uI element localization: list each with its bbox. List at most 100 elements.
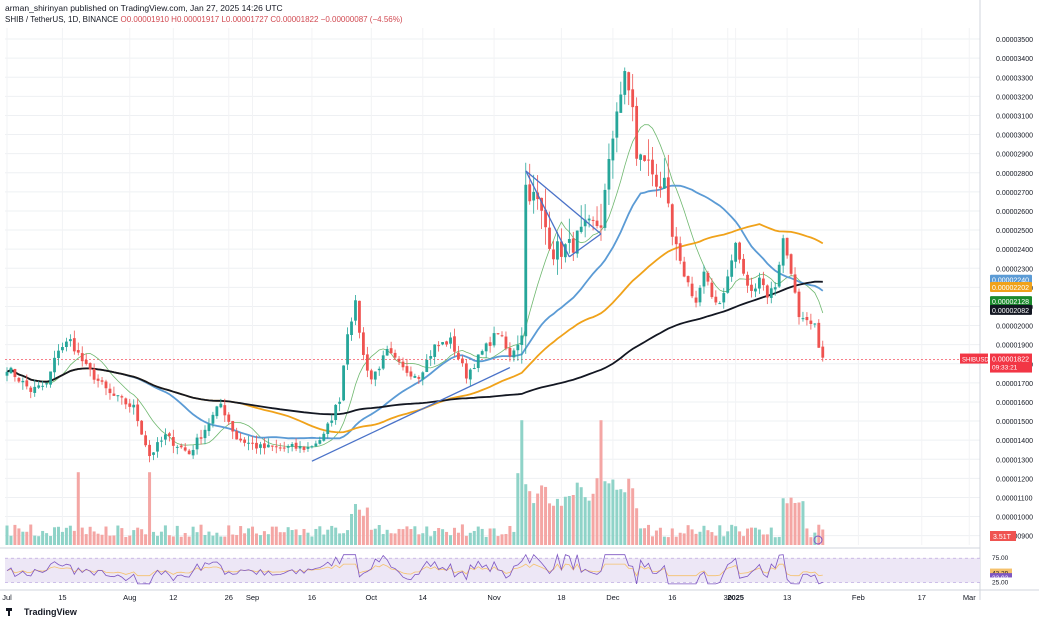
candle-body [571, 238, 575, 253]
rsi-panel: 75.0043.2933.9325.00 [5, 553, 1012, 587]
ohlc-values: O0.00001910 H0.00001917 L0.00001727 C0.0… [120, 15, 403, 24]
price-tick-label: 0.00002500 [996, 228, 1033, 235]
volume-bar [266, 534, 270, 545]
candle-body [698, 287, 702, 303]
candle-body [310, 446, 314, 448]
volume-bar [425, 526, 429, 545]
volume-bar [53, 527, 57, 545]
candle-body [480, 351, 484, 355]
volume-bar [710, 532, 714, 545]
volume-bar [342, 533, 346, 545]
volume-bar [813, 532, 817, 545]
candle-body [338, 401, 342, 404]
time-tick-label: 12 [169, 593, 177, 602]
candle-body [211, 414, 215, 424]
candle-body [690, 283, 694, 297]
volume-bar [155, 535, 159, 545]
candle-body [346, 334, 349, 365]
volume-bar [496, 536, 500, 545]
candle-body [203, 429, 207, 439]
candle-body [72, 338, 76, 352]
volume-bar [429, 536, 433, 545]
candle-body [76, 350, 80, 353]
volume-bar [631, 488, 635, 545]
volume-bar [334, 527, 338, 545]
countdown-label: 09:33:21 [992, 365, 1018, 372]
candle-body [769, 288, 773, 298]
symbol-badge [960, 353, 988, 364]
volume-bar [243, 533, 247, 545]
volume-bar [809, 537, 813, 545]
candle-body [742, 258, 745, 274]
rsi-badge-label: 75.00 [992, 555, 1009, 562]
volume-bar [417, 534, 421, 545]
candle-body [183, 447, 187, 451]
candle-body [674, 236, 678, 245]
candle-body [389, 348, 393, 354]
volume-bar [789, 497, 793, 545]
candle-body [108, 388, 112, 394]
volume-bar [365, 507, 369, 545]
candle-body [789, 254, 793, 274]
volume-bar [56, 526, 60, 545]
candle-body [785, 237, 789, 256]
candle-body [322, 433, 326, 441]
volume-bar [152, 531, 156, 545]
symbol-title: SHIB / TetherUS, 1D, BINANCE [5, 15, 119, 24]
time-tick-label: 14 [419, 593, 427, 602]
candle-body [472, 368, 476, 370]
candle-body [104, 381, 108, 389]
candle-body [306, 447, 310, 449]
rsi-line [6, 553, 823, 585]
volume-bar [148, 472, 152, 545]
candle-body [171, 437, 175, 446]
volume-bar [338, 533, 342, 545]
volume-bar [136, 527, 140, 545]
volume-bar [797, 502, 801, 545]
volume-bar [286, 527, 290, 545]
price-tick-label: 0.00001900 [996, 343, 1033, 350]
time-tick-label: 30 [724, 593, 732, 602]
candle-body [587, 218, 591, 221]
volume-bar [346, 530, 350, 545]
candle-body [718, 303, 722, 305]
candle-body [207, 423, 211, 432]
volume-bar [310, 536, 314, 545]
candle-body [354, 300, 357, 321]
volume-bar [215, 532, 219, 545]
candle-body [536, 192, 540, 200]
volume-bar [231, 534, 235, 545]
candle-body [599, 225, 603, 228]
volume-bar [350, 513, 354, 545]
tradingview-logo[interactable]: TradingView [6, 607, 77, 617]
candle-body [682, 261, 686, 277]
candle-body [754, 288, 757, 292]
volume-bar [654, 530, 658, 545]
candle-body [243, 439, 246, 443]
candle-body [659, 186, 662, 189]
volume-bar [80, 527, 84, 545]
volume-bar [104, 526, 108, 545]
candle-body [631, 89, 635, 108]
candle-body [373, 371, 377, 380]
volume-bar [314, 528, 318, 545]
volume-bar [357, 509, 361, 545]
candle-body [500, 335, 504, 337]
price-tick-label: 0.00002600 [996, 209, 1033, 216]
price-tick-label: 0.00003100 [996, 113, 1033, 120]
volume-bar [694, 533, 698, 545]
volume-bar [599, 420, 603, 545]
volume-bar [235, 534, 239, 545]
candle-body [461, 358, 464, 364]
volume-bar [567, 496, 571, 545]
volume-bar [666, 537, 670, 545]
volume-bar [68, 525, 72, 545]
candle-body [706, 272, 710, 282]
volume-bar [718, 525, 722, 545]
volume-bar [563, 496, 567, 545]
candle-body [492, 333, 496, 346]
volume-bar [199, 524, 203, 545]
volume-bar [322, 534, 326, 545]
volume-bar [381, 534, 385, 545]
